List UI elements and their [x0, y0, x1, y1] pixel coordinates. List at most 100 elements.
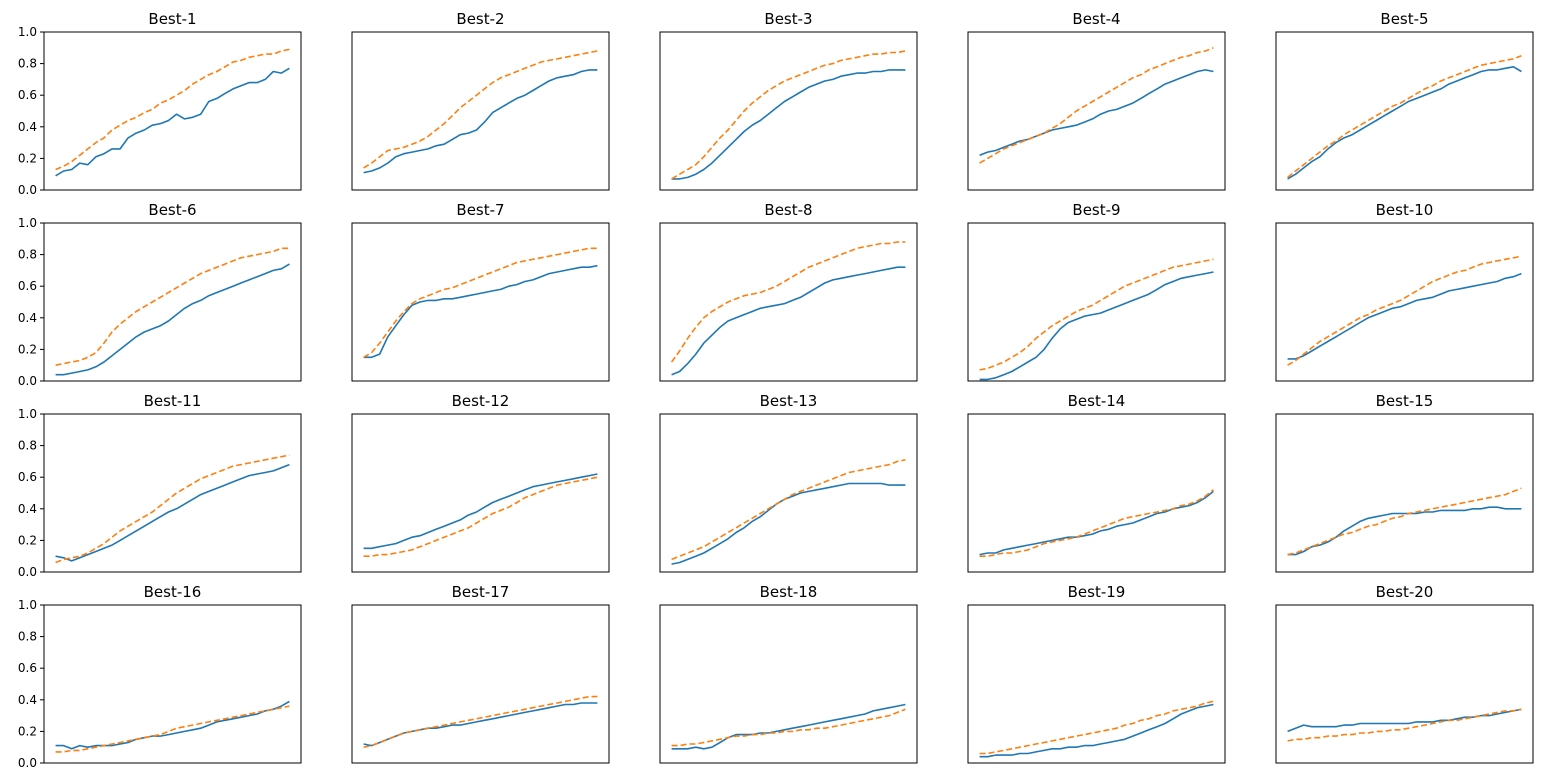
axes-frame [659, 31, 918, 191]
subplot-title: Best-8 [764, 201, 812, 219]
series-line-1 [1287, 506, 1522, 556]
series-line-1 [1287, 708, 1522, 733]
subplot-20: Best-20 [1275, 583, 1534, 764]
axes-frame [351, 413, 610, 573]
y-tick-label: 0.6 [18, 88, 37, 102]
series-line-1 [979, 490, 1214, 556]
series-line-1 [1287, 66, 1522, 180]
subplot-title: Best-6 [148, 201, 196, 219]
y-tick-label: 0.2 [18, 151, 37, 165]
series-line-2 [671, 459, 906, 561]
subplot-8: Best-8 [659, 201, 918, 382]
y-tick-label: 0.8 [18, 57, 37, 71]
axes-frame [351, 31, 610, 191]
subplot-6: Best-6 0.0 0.2 0.4 0.6 0.8 1.0 [18, 201, 302, 388]
subplot-16: Best-16 0.0 0.2 0.4 0.6 0.8 1.0 [18, 583, 302, 770]
subplot-title: Best-4 [1072, 10, 1120, 28]
axes-frame [43, 31, 302, 191]
series-line-1 [671, 703, 906, 750]
subplot-title: Best-2 [456, 10, 504, 28]
y-tick-label: 0.4 [18, 693, 37, 707]
series-line-2 [363, 247, 598, 358]
subplot-11: Best-11 0.0 0.2 0.4 0.6 0.8 1.0 [18, 392, 302, 579]
series-line-2 [979, 700, 1214, 755]
subplot-title: Best-7 [456, 201, 504, 219]
series-line-1 [979, 703, 1214, 758]
y-tick-label: 0.6 [18, 279, 37, 293]
axes-frame [967, 31, 1226, 191]
axes-frame [967, 413, 1226, 573]
series-line-1 [979, 69, 1214, 156]
series-line-2 [363, 50, 598, 169]
y-tick-label: 0.2 [18, 724, 37, 738]
series-line-1 [55, 67, 290, 177]
y-tick-label: 0.4 [18, 120, 37, 134]
series-line-1 [671, 482, 906, 565]
axes-frame [659, 413, 918, 573]
series-line-2 [55, 454, 290, 564]
series-line-2 [55, 247, 290, 366]
series-line-2 [670, 241, 906, 363]
y-tick-label: 0.0 [18, 565, 37, 579]
subplot-title: Best-14 [1068, 392, 1126, 410]
y-tick-label: 0.4 [18, 311, 37, 325]
series-line-2 [363, 476, 598, 558]
series-line-2 [55, 48, 290, 171]
y-tick-label: 1.0 [18, 407, 37, 421]
y-tick-label: 1.0 [18, 216, 37, 230]
subplot-title: Best-3 [764, 10, 812, 28]
axes-frame [43, 413, 302, 573]
y-tick-label: 0.0 [18, 756, 37, 770]
subplot-title: Best-13 [760, 392, 818, 410]
subplot-2: Best-2 [351, 10, 610, 191]
subplot-title: Best-5 [1380, 10, 1428, 28]
subplot-title: Best-16 [144, 583, 202, 601]
series-line-2 [55, 705, 290, 753]
y-tick-label: 1.0 [18, 598, 37, 612]
subplot-4: Best-4 [967, 10, 1226, 191]
series-line-2 [1287, 487, 1522, 556]
subplot-15: Best-15 [1275, 392, 1534, 573]
series-line-1 [671, 69, 906, 180]
subplot-title: Best-20 [1376, 583, 1434, 601]
y-tick-label: 0.2 [18, 342, 37, 356]
y-tick-label: 0.0 [18, 374, 37, 388]
series-line-1 [979, 271, 1214, 381]
subplot-title: Best-1 [148, 10, 196, 28]
series-line-2 [1287, 708, 1522, 742]
subplot-1: Best-1 0.0 0.2 0.4 0.6 0.8 1.0 [18, 10, 302, 197]
y-tick-label: 0.8 [18, 630, 37, 644]
y-tick-label: 0.2 [18, 533, 37, 547]
axes-frame [351, 604, 610, 764]
subplot-18: Best-18 [659, 583, 918, 764]
axes-frame [1275, 413, 1534, 573]
axes-frame [967, 222, 1226, 382]
subplot-14: Best-14 [967, 392, 1226, 573]
subplot-title: Best-18 [760, 583, 818, 601]
series-line-2 [979, 258, 1214, 371]
series-line-1 [55, 263, 290, 376]
subplot-13: Best-13 [659, 392, 918, 573]
series-line-1 [363, 702, 598, 747]
subplot-title: Best-19 [1068, 583, 1126, 601]
axes-frame [43, 604, 302, 764]
series-line-1 [363, 69, 598, 174]
series-line-2 [363, 695, 598, 748]
axes-frame [967, 604, 1226, 764]
series-line-2 [979, 489, 1214, 558]
y-tick-label: 0.4 [18, 502, 37, 516]
subplot-title: Best-15 [1376, 392, 1434, 410]
y-tick-label: 0.6 [18, 470, 37, 484]
axes-frame [43, 222, 302, 382]
series-line-1 [671, 266, 906, 376]
y-tick-label: 0.6 [18, 661, 37, 675]
subplot-7: Best-7 [351, 201, 610, 382]
axes-frame [659, 222, 918, 382]
y-tick-label: 0.8 [18, 248, 37, 262]
subplot-title: Best-17 [452, 583, 510, 601]
series-line-2 [1287, 54, 1522, 179]
subplot-title: Best-9 [1072, 201, 1120, 219]
subplot-title: Best-12 [452, 392, 510, 410]
series-line-2 [671, 50, 906, 180]
